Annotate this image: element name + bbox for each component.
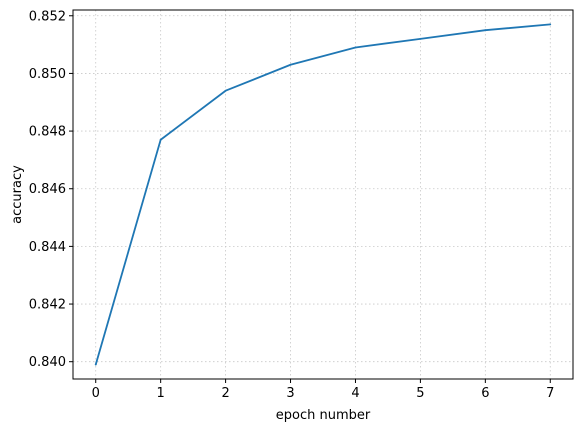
y-tick-label: 0.850 bbox=[29, 67, 66, 82]
data-point bbox=[159, 138, 162, 141]
y-tick-label: 0.848 bbox=[29, 125, 66, 140]
y-tick-label: 0.852 bbox=[29, 9, 66, 24]
x-tick-label: 7 bbox=[546, 386, 554, 401]
x-tick-label: 2 bbox=[221, 386, 229, 401]
data-point bbox=[419, 37, 422, 40]
data-point bbox=[549, 23, 552, 26]
x-tick-label: 5 bbox=[416, 386, 424, 401]
data-point bbox=[224, 89, 227, 92]
data-point bbox=[94, 363, 97, 366]
y-tick-label: 0.846 bbox=[29, 182, 66, 197]
x-tick-label: 3 bbox=[286, 386, 294, 401]
x-axis-label: epoch number bbox=[276, 408, 371, 423]
x-axis: 0 1 2 3 4 5 6 7 bbox=[92, 379, 554, 401]
x-tick-label: 6 bbox=[481, 386, 489, 401]
data-point bbox=[484, 29, 487, 32]
data-point bbox=[289, 63, 292, 66]
series-line bbox=[94, 23, 551, 365]
data-point bbox=[354, 46, 357, 49]
y-tick-label: 0.842 bbox=[29, 298, 66, 313]
y-tick-label: 0.840 bbox=[29, 355, 66, 370]
y-tick-label: 0.844 bbox=[29, 240, 66, 255]
y-axis-label: accuracy bbox=[10, 165, 25, 224]
x-tick-label: 4 bbox=[351, 386, 359, 401]
plot-frame bbox=[72, 9, 574, 380]
y-axis: 0.840 0.842 0.844 0.846 0.848 0.850 0.852 bbox=[29, 9, 73, 370]
x-tick-label: 1 bbox=[157, 386, 165, 401]
x-tick-label: 0 bbox=[92, 386, 100, 401]
series-layer bbox=[94, 23, 552, 366]
grid bbox=[73, 10, 573, 379]
